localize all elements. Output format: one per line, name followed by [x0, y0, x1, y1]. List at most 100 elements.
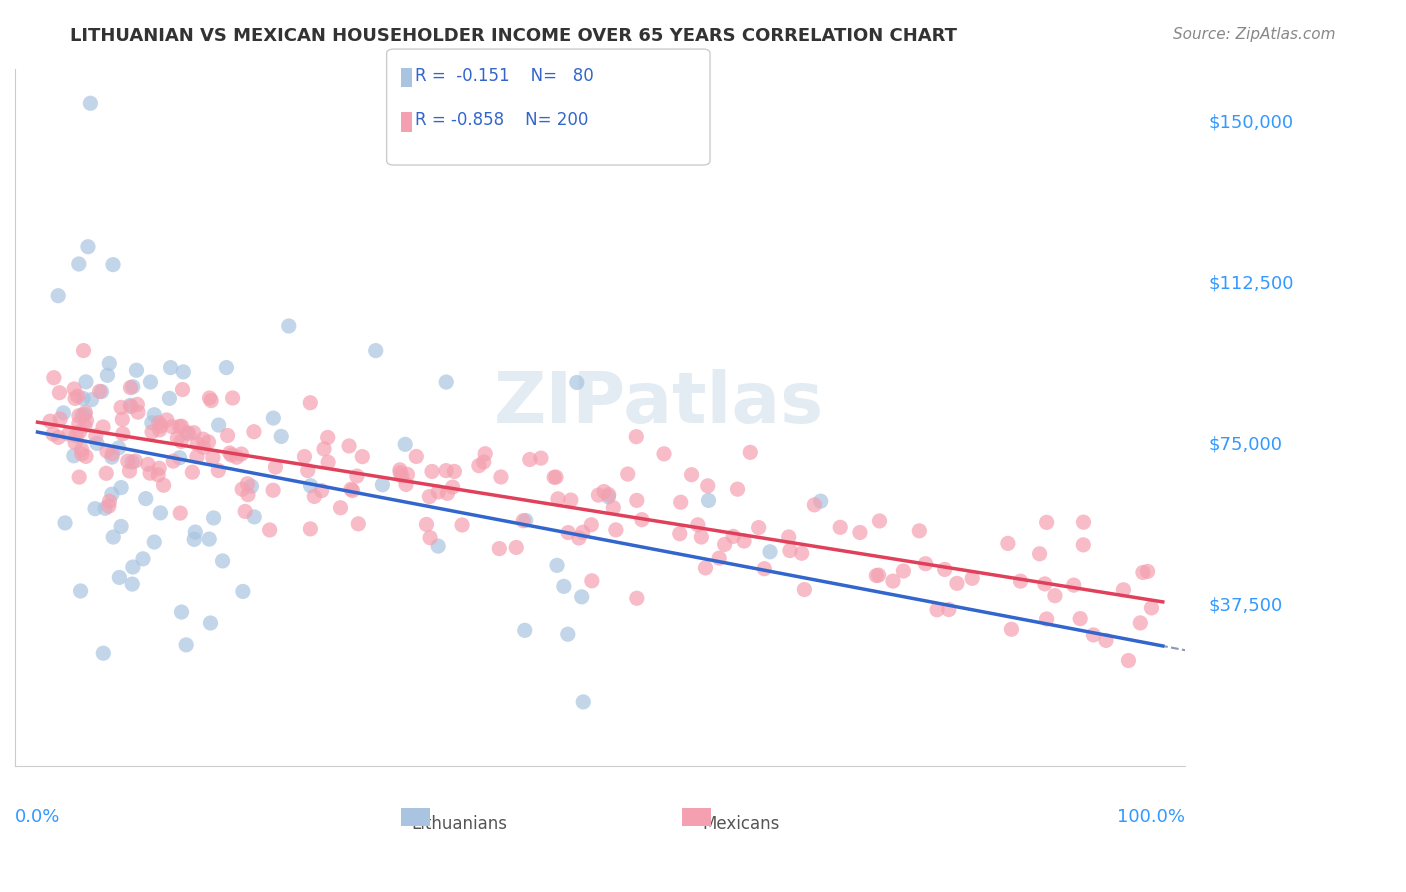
- Text: Lithuanians: Lithuanians: [412, 815, 508, 833]
- Point: [557, 627, 579, 641]
- Point: [316, 455, 339, 469]
- Point: [200, 393, 222, 408]
- Point: [107, 441, 129, 455]
- Point: [364, 343, 387, 358]
- Point: [468, 458, 491, 473]
- Point: [156, 413, 179, 427]
- Point: [80, 392, 103, 407]
- Point: [42, 370, 65, 384]
- Point: [110, 401, 132, 415]
- Point: [63, 435, 86, 450]
- Point: [183, 533, 205, 547]
- Point: [568, 531, 591, 545]
- Point: [186, 450, 208, 464]
- Point: [1136, 565, 1159, 579]
- Point: [436, 486, 458, 500]
- Point: [565, 376, 588, 390]
- Point: [121, 455, 143, 469]
- Point: [934, 562, 956, 576]
- Point: [121, 380, 143, 394]
- Point: [141, 416, 163, 430]
- Point: [882, 574, 904, 588]
- Point: [77, 240, 100, 254]
- Point: [149, 423, 172, 437]
- Point: [681, 467, 703, 482]
- Point: [690, 530, 713, 544]
- Point: [170, 434, 193, 449]
- Point: [512, 514, 534, 528]
- Point: [938, 602, 960, 616]
- Point: [626, 430, 648, 444]
- Point: [110, 519, 132, 533]
- Point: [101, 258, 124, 272]
- Point: [193, 441, 215, 455]
- Point: [124, 454, 146, 468]
- Point: [472, 455, 495, 469]
- Point: [427, 484, 450, 499]
- Point: [1035, 612, 1057, 626]
- Point: [53, 516, 76, 530]
- Point: [598, 490, 620, 504]
- Point: [49, 412, 72, 426]
- Point: [443, 465, 465, 479]
- Point: [202, 511, 225, 525]
- Point: [727, 482, 749, 496]
- Point: [337, 439, 360, 453]
- Point: [98, 356, 121, 370]
- Point: [264, 460, 287, 475]
- Point: [48, 385, 70, 400]
- Point: [149, 506, 172, 520]
- Point: [581, 517, 603, 532]
- Point: [346, 469, 368, 483]
- Point: [1043, 589, 1066, 603]
- Point: [76, 414, 98, 428]
- Point: [89, 384, 111, 399]
- Point: [221, 391, 243, 405]
- Point: [572, 695, 595, 709]
- Point: [830, 520, 852, 534]
- Point: [849, 525, 872, 540]
- Point: [63, 392, 86, 406]
- Text: Source: ZipAtlas.com: Source: ZipAtlas.com: [1173, 27, 1336, 42]
- Point: [240, 479, 263, 493]
- Point: [101, 450, 124, 464]
- Point: [236, 488, 259, 502]
- Point: [810, 494, 832, 508]
- Point: [515, 513, 537, 527]
- Point: [46, 430, 69, 444]
- Point: [132, 551, 155, 566]
- Point: [139, 375, 162, 389]
- Point: [259, 523, 281, 537]
- Point: [1071, 538, 1094, 552]
- Point: [73, 408, 96, 422]
- Point: [420, 465, 443, 479]
- Point: [626, 493, 648, 508]
- Point: [695, 561, 717, 575]
- Point: [960, 571, 983, 585]
- Point: [84, 501, 107, 516]
- Point: [70, 447, 93, 461]
- Point: [200, 615, 222, 630]
- Point: [557, 525, 579, 540]
- Point: [143, 408, 166, 422]
- Text: $150,000: $150,000: [1209, 113, 1294, 131]
- Point: [46, 289, 69, 303]
- Point: [434, 464, 457, 478]
- Point: [70, 442, 93, 457]
- Text: 0.0%: 0.0%: [15, 808, 60, 826]
- Point: [553, 579, 575, 593]
- Point: [652, 447, 675, 461]
- Point: [169, 450, 191, 465]
- Point: [299, 522, 322, 536]
- Text: $75,000: $75,000: [1209, 435, 1282, 453]
- Point: [778, 530, 800, 544]
- Point: [388, 463, 411, 477]
- Point: [91, 420, 114, 434]
- Point: [170, 605, 193, 619]
- Point: [1132, 566, 1154, 580]
- Point: [391, 469, 413, 483]
- Point: [418, 490, 440, 504]
- Point: [148, 461, 170, 475]
- Point: [893, 564, 915, 578]
- Point: [169, 419, 191, 434]
